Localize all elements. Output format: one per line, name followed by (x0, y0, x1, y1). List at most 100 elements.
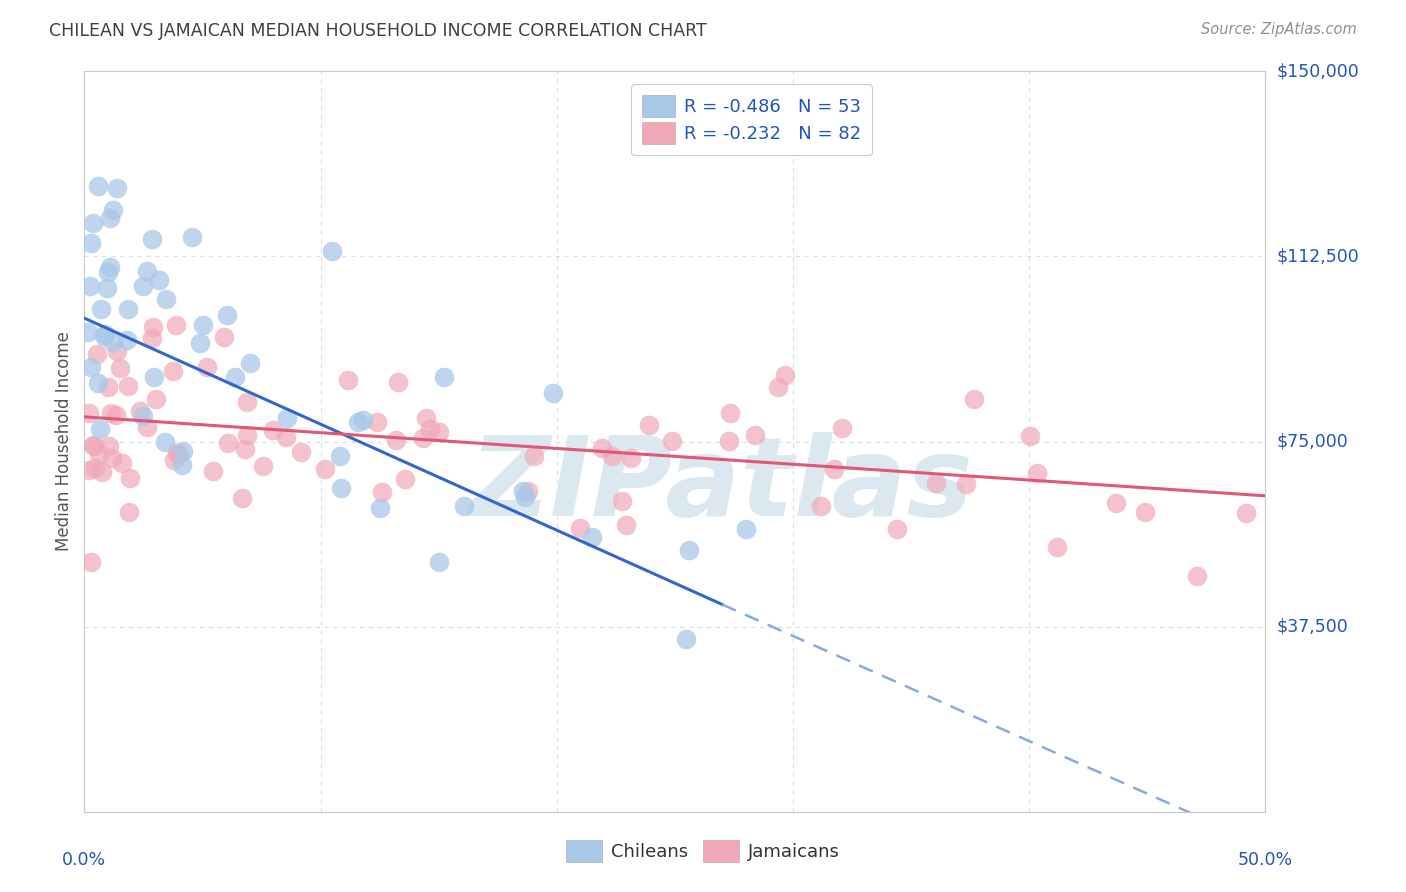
Point (224, 369, 246, 384)
Point (231, 491, 253, 505)
Point (98, 439, 121, 453)
Point (274, 430, 297, 444)
Point (82, 437, 104, 451)
Point (963, 392, 986, 406)
Point (197, 360, 219, 375)
Point (831, 421, 853, 435)
Text: $75,000: $75,000 (1277, 433, 1348, 450)
Text: $112,500: $112,500 (1277, 247, 1360, 266)
Point (117, 379, 139, 393)
Point (83, 439, 105, 453)
Point (212, 329, 235, 343)
Point (512, 483, 534, 498)
Point (98, 211, 121, 226)
Point (142, 370, 165, 384)
Point (823, 462, 845, 476)
Point (97, 265, 120, 279)
Point (86, 347, 108, 361)
Point (87, 179, 110, 194)
Point (117, 505, 139, 519)
Point (136, 264, 159, 278)
Point (337, 373, 360, 387)
Point (523, 450, 546, 464)
Point (166, 446, 188, 460)
Point (718, 434, 741, 449)
Point (172, 443, 194, 458)
Point (129, 403, 152, 417)
Point (419, 422, 441, 436)
Text: 0.0%: 0.0% (62, 851, 107, 869)
Point (415, 410, 437, 425)
Point (217, 435, 239, 450)
Point (97, 380, 120, 394)
Point (170, 458, 193, 473)
Point (1018, 429, 1040, 443)
Point (925, 476, 948, 491)
Point (120, 471, 142, 485)
Text: $37,500: $37,500 (1277, 617, 1348, 636)
Point (1234, 506, 1257, 520)
Point (141, 330, 163, 344)
Point (94, 327, 117, 342)
Point (76, 325, 98, 339)
Point (117, 301, 139, 316)
Point (136, 420, 159, 434)
Point (569, 521, 592, 535)
Point (162, 364, 184, 378)
Point (718, 406, 741, 420)
Point (810, 499, 832, 513)
Point (433, 370, 456, 384)
Point (330, 481, 353, 495)
Legend: R = -0.486   N = 53, R = -0.232   N = 82: R = -0.486 N = 53, R = -0.232 N = 82 (631, 84, 872, 155)
Point (661, 434, 683, 449)
Point (100, 406, 122, 420)
Point (89, 447, 111, 461)
Point (262, 423, 284, 437)
Point (90, 301, 112, 316)
Point (744, 427, 766, 442)
Point (105, 181, 128, 195)
Point (366, 415, 388, 429)
Point (111, 456, 134, 470)
Point (103, 203, 125, 218)
Point (145, 392, 167, 406)
Point (165, 318, 187, 332)
Point (515, 491, 537, 505)
Point (276, 411, 298, 425)
Point (427, 555, 450, 569)
Point (215, 308, 238, 322)
Point (90, 466, 112, 480)
Point (77, 463, 100, 477)
Text: $150,000: $150,000 (1277, 62, 1360, 80)
Text: 50.0%: 50.0% (1237, 851, 1294, 869)
Text: CHILEAN VS JAMAICAN MEDIAN HOUSEHOLD INCOME CORRELATION CHART: CHILEAN VS JAMAICAN MEDIAN HOUSEHOLD INC… (49, 22, 707, 40)
Point (79, 359, 101, 374)
Point (1046, 540, 1069, 554)
Point (600, 449, 623, 463)
Point (239, 356, 262, 370)
Point (427, 425, 450, 439)
Point (610, 494, 633, 508)
Point (132, 278, 155, 293)
Point (384, 433, 406, 447)
Point (614, 518, 637, 533)
Point (314, 461, 336, 475)
Point (153, 435, 176, 450)
Point (96, 281, 118, 295)
Point (252, 459, 274, 474)
Point (638, 417, 661, 432)
Point (886, 522, 908, 536)
Point (453, 499, 475, 513)
Point (105, 343, 128, 358)
Point (108, 361, 131, 376)
Point (955, 476, 977, 491)
Point (188, 335, 211, 350)
Point (201, 464, 224, 478)
Point (167, 447, 190, 461)
Point (541, 385, 564, 400)
Point (329, 449, 352, 463)
Point (79, 406, 101, 420)
Point (80, 555, 103, 569)
Point (79, 279, 101, 293)
Point (105, 408, 128, 422)
